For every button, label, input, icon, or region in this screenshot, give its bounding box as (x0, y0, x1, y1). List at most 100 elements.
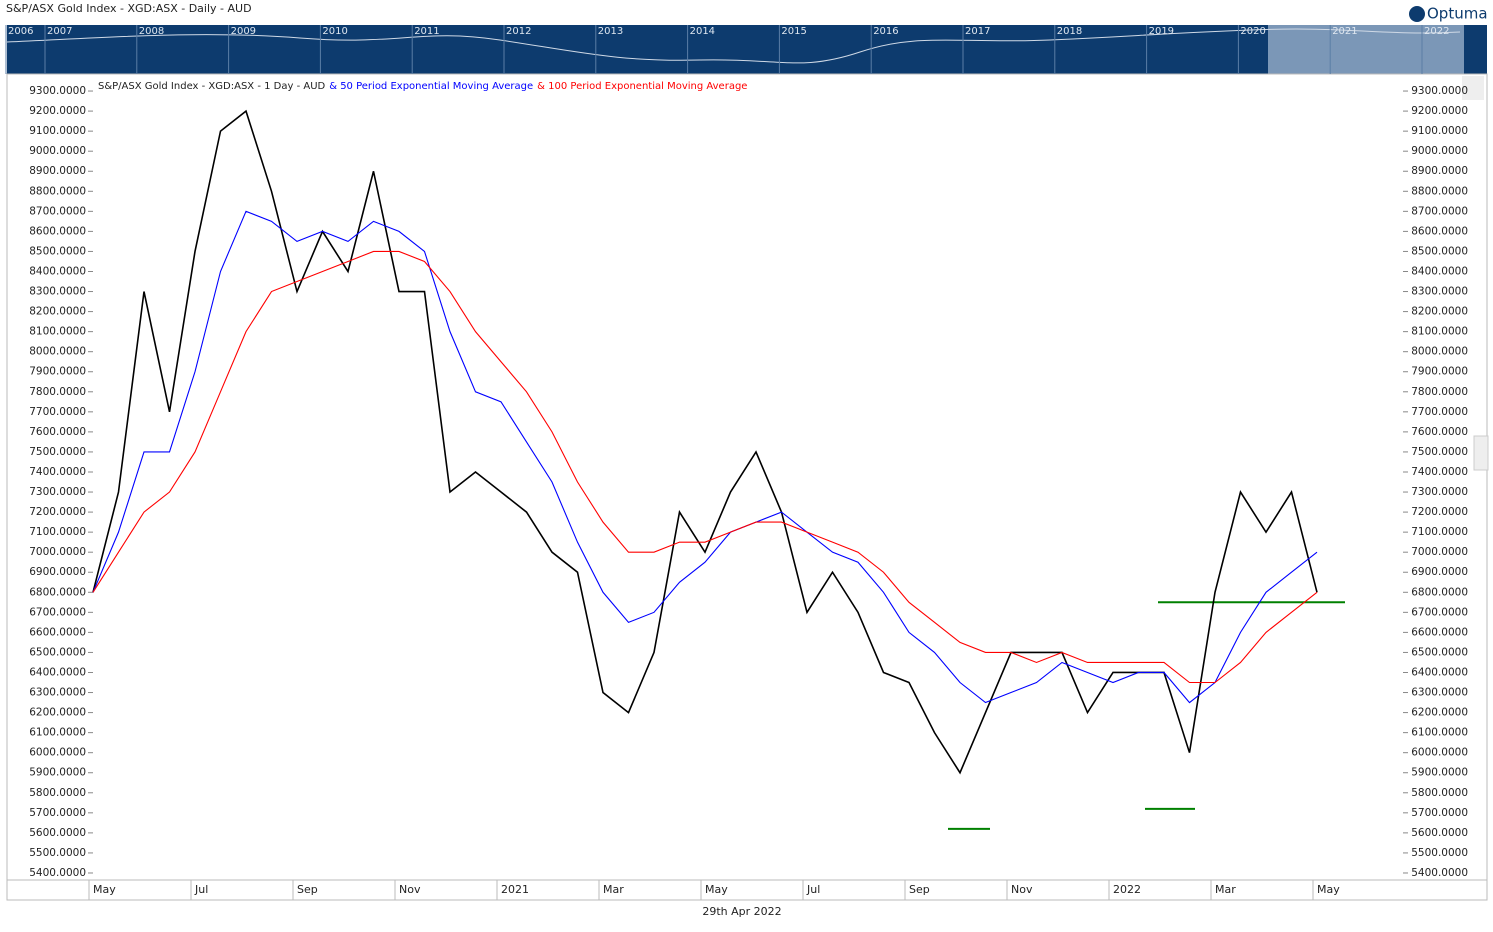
y-tick-label-right: 6600.0000 (1411, 626, 1468, 638)
x-tick-label: 2021 (501, 883, 529, 896)
x-axis-band (6, 879, 1488, 901)
y-tick-label: 9000.0000 (29, 145, 86, 157)
x-tick-label: 2022 (1113, 883, 1141, 896)
y-tick-label-right: 5500.0000 (1411, 847, 1468, 859)
navigator[interactable] (7, 25, 1487, 74)
x-tick-label: Sep (909, 883, 930, 896)
navigator-year: 2008 (139, 26, 164, 37)
y-tick-label: 5600.0000 (29, 827, 86, 839)
y-tick-label-right: 6800.0000 (1411, 586, 1468, 598)
y-tick-label-right: 5600.0000 (1411, 827, 1468, 839)
y-tick-label: 8000.0000 (29, 346, 86, 358)
y-tick-label: 9200.0000 (29, 105, 86, 117)
x-axis-title: 29th Apr 2022 (702, 905, 781, 918)
y-tick-label: 6300.0000 (29, 687, 86, 699)
y-tick-label-right: 7300.0000 (1411, 486, 1468, 498)
navigator-year: 2009 (231, 26, 256, 37)
y-tick-label-right: 5400.0000 (1411, 867, 1468, 879)
navigator-year: 2010 (322, 26, 347, 37)
navigator-year: 2014 (690, 26, 715, 37)
y-tick-label: 7700.0000 (29, 406, 86, 418)
y-tick-label: 5700.0000 (29, 807, 86, 819)
y-tick-label-right: 7900.0000 (1411, 366, 1468, 378)
navigator-year: 2013 (598, 26, 623, 37)
side-panel-toggle[interactable] (1473, 435, 1489, 471)
series-line (92, 109, 1318, 775)
y-tick-label-right: 6500.0000 (1411, 646, 1468, 658)
x-tick-label: Mar (1215, 883, 1236, 896)
y-tick-label: 6000.0000 (29, 747, 86, 759)
y-tick-label-right: 6200.0000 (1411, 707, 1468, 719)
y-tick-label: 6400.0000 (29, 666, 86, 678)
y-tick-label: 7200.0000 (29, 506, 86, 518)
y-tick-label-right: 9300.0000 (1411, 85, 1468, 97)
y-tick-label-right: 7400.0000 (1411, 466, 1468, 478)
navigator-year: 2021 (1332, 26, 1357, 37)
y-tick-label: 8700.0000 (29, 205, 86, 217)
y-tick-label: 5900.0000 (29, 767, 86, 779)
legend-entry: S&P/ASX Gold Index - XGD:ASX - 1 Day - A… (98, 81, 326, 92)
y-tick-label-right: 6400.0000 (1411, 666, 1468, 678)
legend-entry: & 50 Period Exponential Moving Average (329, 81, 533, 92)
navigator-year: 2019 (1149, 26, 1174, 37)
y-tick-label: 6600.0000 (29, 626, 86, 638)
y-tick-label: 8300.0000 (29, 286, 86, 298)
y-tick-label: 7000.0000 (29, 546, 86, 558)
y-tick-label-right: 8800.0000 (1411, 185, 1468, 197)
navigator-year: 2006 (8, 26, 33, 37)
y-tick-label: 5800.0000 (29, 787, 86, 799)
y-tick-label: 7100.0000 (29, 526, 86, 538)
y-tick-label: 7800.0000 (29, 386, 86, 398)
y-tick-label: 7600.0000 (29, 426, 86, 438)
y-tick-label-right: 6000.0000 (1411, 747, 1468, 759)
y-tick-label-right: 5900.0000 (1411, 767, 1468, 779)
y-tick-label-right: 9200.0000 (1411, 105, 1468, 117)
x-tick-label: May (705, 883, 728, 896)
y-tick-label-right: 8900.0000 (1411, 165, 1468, 177)
y-tick-label: 6100.0000 (29, 727, 86, 739)
x-tick-label: Jul (806, 883, 820, 896)
y-tick-label-right: 7800.0000 (1411, 386, 1468, 398)
y-tick-label: 7500.0000 (29, 446, 86, 458)
y-tick-label: 8200.0000 (29, 306, 86, 318)
navigator-year: 2016 (873, 26, 898, 37)
y-tick-label-right: 7100.0000 (1411, 526, 1468, 538)
y-tick-label-right: 8300.0000 (1411, 286, 1468, 298)
x-tick-label: Nov (399, 883, 421, 896)
y-tick-label: 6200.0000 (29, 707, 86, 719)
y-tick-label-right: 7600.0000 (1411, 426, 1468, 438)
y-tick-label-right: 8600.0000 (1411, 225, 1468, 237)
legend-entry: & 100 Period Exponential Moving Average (537, 81, 747, 92)
y-tick-label: 6800.0000 (29, 586, 86, 598)
navigator-year: 2012 (506, 26, 531, 37)
x-tick-label: Jul (194, 883, 208, 896)
y-tick-label-right: 9100.0000 (1411, 125, 1468, 137)
y-tick-label-right: 8200.0000 (1411, 306, 1468, 318)
y-tick-label-right: 8000.0000 (1411, 346, 1468, 358)
navigator-year: 2018 (1057, 26, 1082, 37)
x-tick-label: Sep (297, 883, 318, 896)
navigator-year: 2007 (47, 26, 72, 37)
y-tick-label-right: 8400.0000 (1411, 265, 1468, 277)
y-tick-label-right: 5700.0000 (1411, 807, 1468, 819)
navigator-year: 2017 (965, 26, 990, 37)
navigator-year: 2022 (1424, 26, 1449, 37)
y-tick-label-right: 6100.0000 (1411, 727, 1468, 739)
y-tick-label-right: 7500.0000 (1411, 446, 1468, 458)
y-tick-label-right: 7000.0000 (1411, 546, 1468, 558)
x-tick-label: May (93, 883, 116, 896)
y-tick-label: 6900.0000 (29, 566, 86, 578)
lock-button[interactable] (1462, 76, 1484, 100)
brand: Optuma (1427, 5, 1488, 23)
y-tick-label: 8800.0000 (29, 185, 86, 197)
series-line (92, 210, 1318, 704)
brand-box (1464, 3, 1490, 25)
navigator-year: 2011 (414, 26, 439, 37)
y-tick-label: 7400.0000 (29, 466, 86, 478)
y-tick-label-right: 8500.0000 (1411, 245, 1468, 257)
y-tick-label: 5400.0000 (29, 867, 86, 879)
y-tick-label-right: 6900.0000 (1411, 566, 1468, 578)
y-tick-label: 8600.0000 (29, 225, 86, 237)
y-tick-label: 5500.0000 (29, 847, 86, 859)
